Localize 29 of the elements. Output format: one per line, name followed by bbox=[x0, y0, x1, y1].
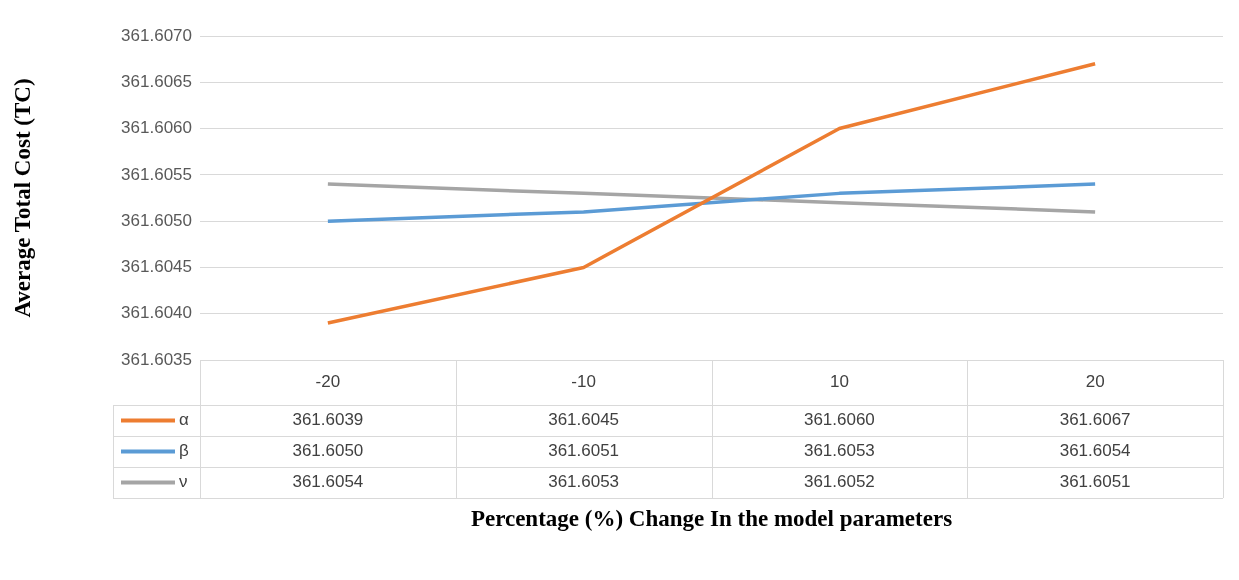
data-label: 361.6053 bbox=[803, 441, 875, 461]
data-label: 361.6060 bbox=[803, 410, 875, 430]
x-tick-label: -10 bbox=[571, 372, 596, 392]
legend-label: β bbox=[179, 441, 189, 461]
data-label: 361.6052 bbox=[803, 472, 875, 492]
y-tick-label: 361.6060 bbox=[121, 118, 192, 138]
x-tick-label: 10 bbox=[829, 372, 849, 392]
x-tick-label: -20 bbox=[315, 372, 341, 392]
y-tick-label: 361.6055 bbox=[121, 164, 192, 184]
y-tick-label: 361.6050 bbox=[121, 210, 192, 230]
data-label: 361.6054 bbox=[292, 472, 364, 492]
y-tick-label: 361.6035 bbox=[121, 349, 192, 369]
data-label: 361.6051 bbox=[548, 441, 620, 461]
y-tick-label: 361.6070 bbox=[121, 25, 192, 45]
data-label: 361.6039 bbox=[292, 410, 364, 430]
data-label: 361.6054 bbox=[1059, 441, 1131, 461]
x-tick-label: 20 bbox=[1085, 372, 1105, 392]
y-tick-label: 361.6045 bbox=[121, 257, 192, 277]
data-label: 361.6050 bbox=[292, 441, 364, 461]
y-tick-label: 361.6065 bbox=[121, 71, 192, 91]
legend-label: ν bbox=[179, 472, 188, 492]
y-tick-label: 361.6040 bbox=[121, 303, 192, 323]
legend-label: α bbox=[179, 410, 189, 430]
x-axis-title: Percentage (%) Change In the model parameters bbox=[470, 506, 953, 532]
y-axis-title: Average Total Cost (TC) bbox=[9, 78, 35, 318]
data-label: 361.6053 bbox=[548, 472, 620, 492]
data-label: 361.6045 bbox=[548, 410, 620, 430]
data-label: 361.6067 bbox=[1059, 410, 1131, 430]
data-label: 361.6051 bbox=[1059, 472, 1131, 492]
